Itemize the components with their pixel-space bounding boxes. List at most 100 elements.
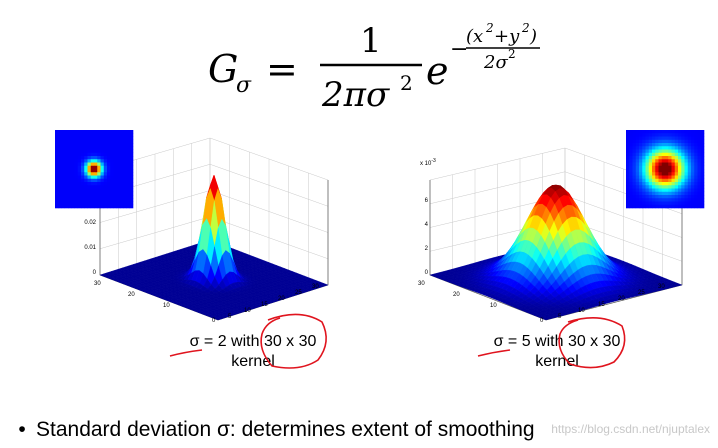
heatmap-cell bbox=[661, 156, 666, 160]
heatmap-cell bbox=[81, 201, 85, 206]
heatmap-cell bbox=[68, 152, 72, 157]
heatmap-cell bbox=[58, 146, 62, 150]
heatmap-cell bbox=[71, 175, 75, 180]
heatmap-cell bbox=[126, 188, 131, 193]
heatmap-cell bbox=[632, 169, 637, 173]
heatmap-cell bbox=[694, 169, 698, 173]
heatmap-cell bbox=[694, 156, 698, 160]
heatmap-cell bbox=[84, 139, 88, 144]
heatmap-cell bbox=[678, 178, 682, 183]
heatmap-cell bbox=[642, 156, 646, 160]
heatmap-cell bbox=[635, 133, 640, 137]
heatmap-cell bbox=[84, 182, 88, 186]
heatmap-cell bbox=[71, 172, 75, 176]
heatmap-cell bbox=[120, 188, 124, 193]
x-tick: 25 bbox=[295, 290, 302, 296]
heatmap-cell bbox=[84, 133, 88, 137]
heatmap-cell bbox=[642, 195, 646, 199]
heatmap-cell bbox=[126, 178, 131, 183]
heatmap-cell bbox=[129, 198, 134, 202]
heatmap-cell bbox=[681, 175, 685, 180]
heatmap-cell bbox=[120, 136, 124, 141]
heatmap-cell bbox=[652, 133, 656, 137]
heatmap-cell bbox=[129, 178, 134, 183]
heatmap-cell bbox=[123, 169, 127, 173]
heatmap-cell bbox=[90, 172, 95, 176]
heatmap-cell bbox=[107, 191, 111, 196]
heatmap-cell bbox=[126, 191, 131, 196]
heatmap-cell bbox=[74, 159, 79, 163]
heatmap-cell bbox=[658, 195, 663, 199]
heatmap-cell bbox=[107, 178, 111, 183]
heatmap-cell bbox=[103, 172, 108, 176]
heatmap-cell bbox=[84, 191, 88, 196]
x-tick: 25 bbox=[638, 290, 645, 296]
heatmap-cell bbox=[74, 201, 79, 206]
heatmap-cell bbox=[90, 146, 95, 150]
heatmap-cell bbox=[678, 172, 682, 176]
heatmap-cell bbox=[674, 185, 679, 189]
heatmap-cell bbox=[97, 204, 101, 209]
heatmap-cell bbox=[645, 136, 650, 141]
heatmap-cell bbox=[61, 159, 66, 163]
heatmap-cell bbox=[665, 169, 669, 173]
heatmap-cell bbox=[123, 198, 127, 202]
heatmap-cell bbox=[113, 130, 118, 134]
heatmap-cell bbox=[68, 188, 72, 193]
heatmap-cell bbox=[113, 146, 118, 150]
heatmap-cell bbox=[642, 149, 646, 154]
heatmap-cell bbox=[116, 165, 121, 170]
heatmap-cell bbox=[97, 156, 101, 160]
heatmap-cell bbox=[94, 146, 98, 150]
heatmap-cell bbox=[113, 169, 118, 173]
heatmap-cell bbox=[694, 139, 698, 144]
heatmap-cell bbox=[81, 182, 85, 186]
heatmap-cell bbox=[658, 159, 663, 163]
heatmap-cell bbox=[687, 185, 692, 189]
heatmap-cell bbox=[681, 136, 685, 141]
heatmap-cell bbox=[55, 195, 59, 199]
heatmap-cell bbox=[64, 195, 69, 199]
heatmap-cell bbox=[71, 133, 75, 137]
heatmap-cell bbox=[635, 191, 640, 196]
heatmap-cell bbox=[87, 191, 92, 196]
heatmap-cell bbox=[64, 159, 69, 163]
heatmap-cell bbox=[94, 133, 98, 137]
heatmap-cell bbox=[645, 204, 650, 209]
caption-line: σ = 2 with 30 x 30 bbox=[168, 332, 338, 352]
heatmap-cell bbox=[113, 201, 118, 206]
heatmap-cell bbox=[120, 149, 124, 154]
heatmap-cell bbox=[655, 178, 659, 183]
heatmap-cell bbox=[84, 162, 88, 167]
heatmap-cell bbox=[652, 159, 656, 163]
caption-left: σ = 2 with 30 x 30 kernel bbox=[168, 332, 338, 372]
heatmap-cell bbox=[674, 178, 679, 183]
heatmap-cell bbox=[626, 201, 630, 206]
heatmap-cell bbox=[652, 188, 656, 193]
heatmap-cell bbox=[110, 152, 114, 157]
x-tick: 15 bbox=[598, 302, 605, 308]
heatmap-cell bbox=[639, 162, 643, 167]
heatmap-cell bbox=[55, 143, 59, 147]
heatmap-cell bbox=[648, 175, 653, 180]
heatmap-cell bbox=[687, 165, 692, 170]
heatmap-cell bbox=[684, 146, 689, 150]
heatmap-cell bbox=[632, 195, 637, 199]
formula-equals: = bbox=[266, 47, 298, 91]
heatmap-cell bbox=[629, 178, 633, 183]
heatmap-cell bbox=[100, 175, 105, 180]
heatmap-cell bbox=[629, 146, 633, 150]
heatmap-cell bbox=[626, 152, 630, 157]
heatmap-cell bbox=[94, 188, 98, 193]
heatmap-cell bbox=[107, 136, 111, 141]
heatmap-cell bbox=[626, 139, 630, 144]
heatmap-cell bbox=[123, 139, 127, 144]
heatmap-cell bbox=[100, 198, 105, 202]
heatmap-cell bbox=[116, 149, 121, 154]
heatmap-cell bbox=[113, 139, 118, 144]
heatmap-cell bbox=[90, 139, 95, 144]
heatmap-cell bbox=[635, 175, 640, 180]
heatmap-cell bbox=[123, 149, 127, 154]
formula-denominator: 2πσ bbox=[321, 75, 390, 110]
heatmap-cell bbox=[639, 172, 643, 176]
